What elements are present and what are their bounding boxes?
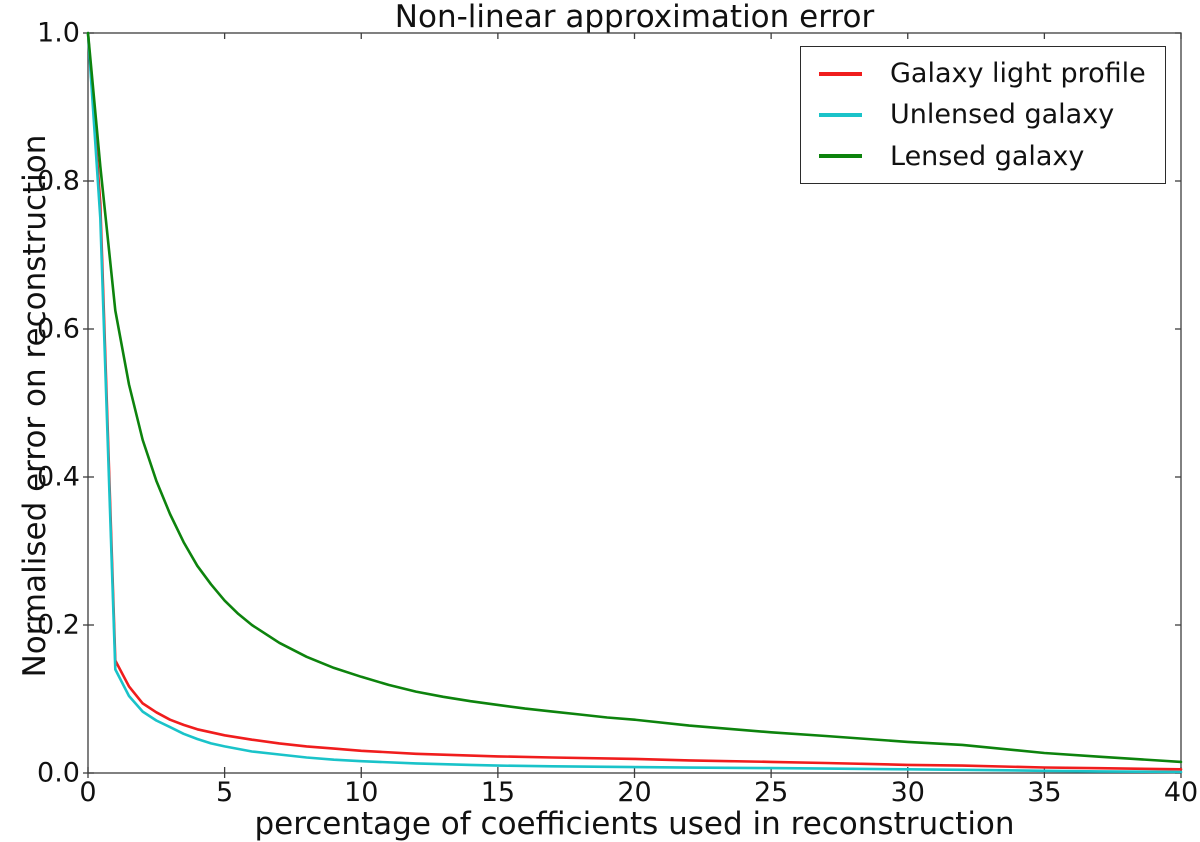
legend-item-lensed-galaxy: Lensed galaxy <box>801 137 1165 175</box>
legend-line-sample-cyan <box>819 112 862 117</box>
x-tick-label: 25 <box>753 777 789 808</box>
legend-label: Galaxy light profile <box>890 58 1146 90</box>
x-tick-label: 40 <box>1163 777 1199 808</box>
legend-label: Lensed galaxy <box>890 140 1085 172</box>
legend-label: Unlensed galaxy <box>890 99 1115 131</box>
y-tick-label: 0.4 <box>37 461 80 493</box>
legend-item-galaxy-light-profile: Galaxy light profile <box>801 55 1165 93</box>
x-tick-label: 15 <box>480 777 516 808</box>
series-line-lensed-galaxy <box>86 31 1183 764</box>
y-tick-label: 0.6 <box>37 313 80 345</box>
legend: Galaxy light profile Unlensed galaxy Len… <box>800 46 1166 184</box>
y-tick-label: 1.0 <box>37 17 80 49</box>
series-line-unlensed-galaxy <box>86 31 1183 774</box>
x-tick-label: 35 <box>1027 777 1062 808</box>
x-tick-label: 20 <box>617 777 652 808</box>
y-tick-label: 0.0 <box>37 757 80 789</box>
y-tick-label: 0.8 <box>37 165 80 197</box>
x-tick-label: 30 <box>890 777 925 808</box>
legend-item-unlensed-galaxy: Unlensed galaxy <box>801 96 1165 134</box>
x-axis-label: percentage of coefficients used in recon… <box>254 806 1015 842</box>
x-tick-label: 10 <box>344 777 379 808</box>
y-tick-label: 0.2 <box>37 609 80 641</box>
x-tick-label: 5 <box>216 777 234 808</box>
x-tick-label: 0 <box>79 777 97 808</box>
chart-title: Non-linear approximation error <box>394 0 875 35</box>
series-line-galaxy-light-profile <box>86 31 1183 771</box>
legend-line-sample-red <box>819 71 862 76</box>
legend-line-sample-green <box>819 154 862 159</box>
